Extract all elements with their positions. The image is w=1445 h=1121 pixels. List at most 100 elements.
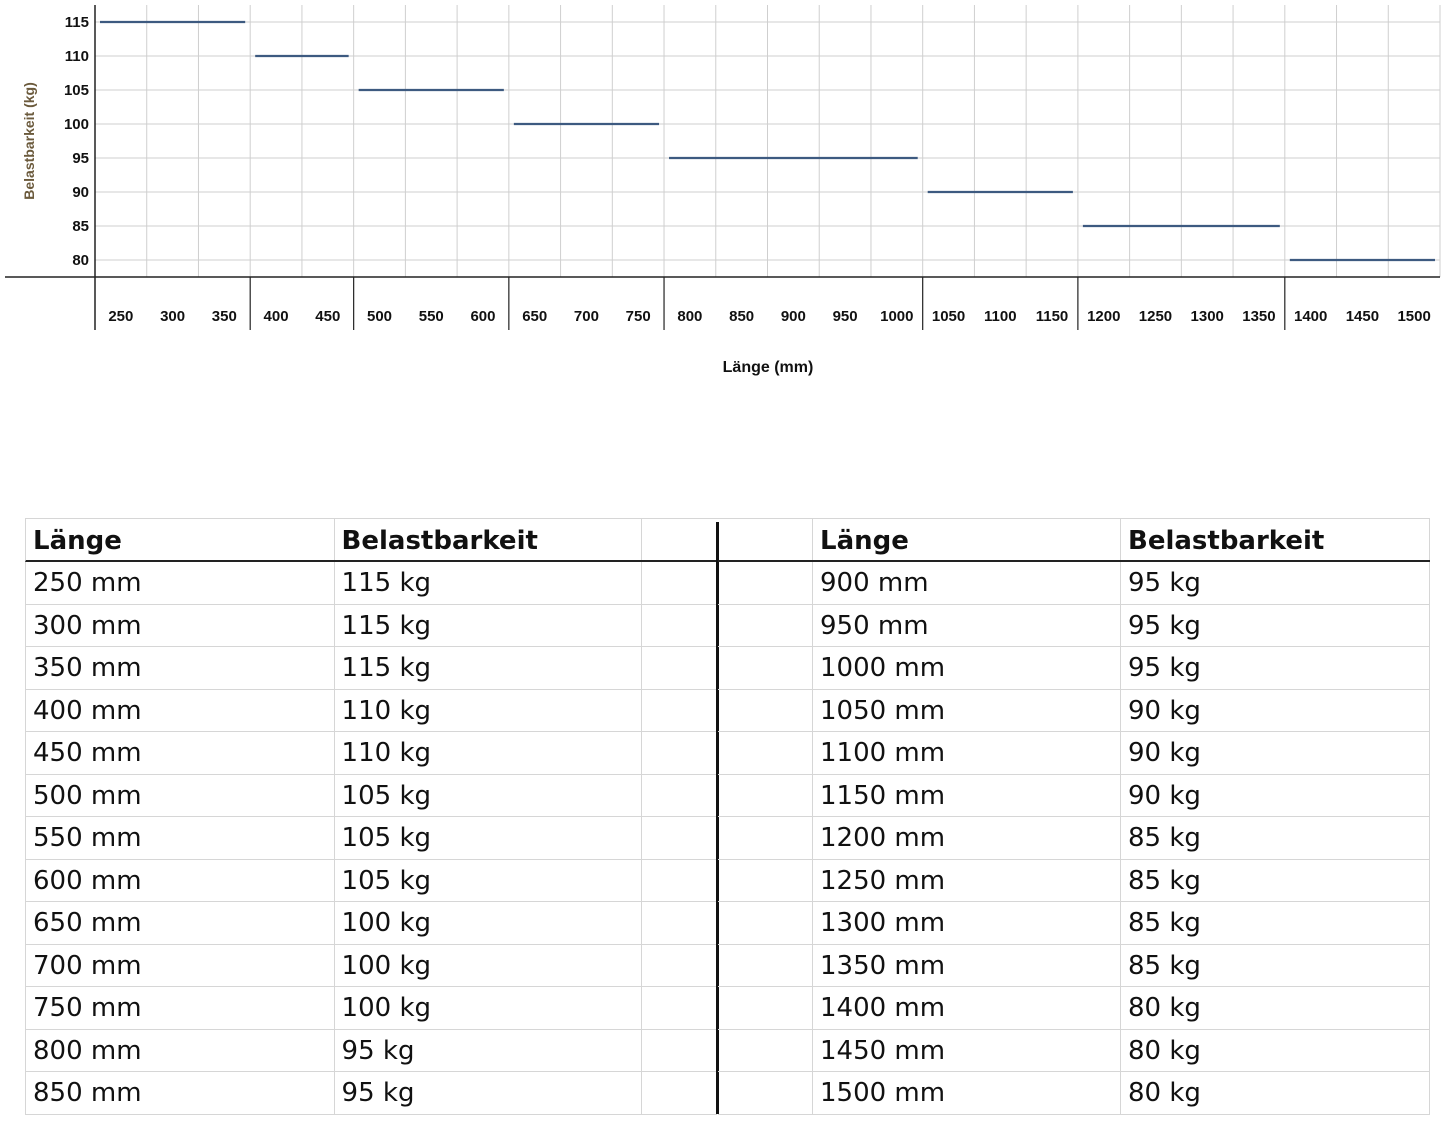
empty-cell — [642, 775, 717, 817]
length-cell: 1250 mm — [813, 859, 1121, 901]
length-cell: 450 mm — [26, 732, 335, 774]
table-row: 1450 mm 80 kg — [718, 1029, 1430, 1072]
x-tick-label: 300 — [160, 308, 185, 325]
table-row: 750 mm 100 kg — [25, 987, 717, 1030]
load-cell: 95 kg — [335, 1072, 643, 1114]
table-row: 850 mm 95 kg — [25, 1072, 717, 1115]
table-row: 1400 mm 80 kg — [718, 987, 1430, 1030]
length-cell: 1400 mm — [813, 987, 1121, 1029]
y-tick-label: 115 — [65, 14, 89, 31]
load-cell: 110 kg — [335, 689, 643, 731]
length-cell: 500 mm — [26, 774, 335, 816]
x-tick-label: 600 — [470, 308, 495, 325]
empty-cell — [718, 817, 813, 859]
load-cell: 85 kg — [1121, 902, 1430, 944]
load-cell: 100 kg — [335, 944, 643, 986]
table-row: 950 mm 95 kg — [718, 604, 1430, 647]
x-tick-label: 1050 — [932, 308, 965, 325]
header-empty-cell — [642, 518, 717, 560]
table-row: 1150 mm 90 kg — [718, 774, 1430, 817]
table-row: 700 mm 100 kg — [25, 944, 717, 987]
load-cell: 100 kg — [335, 987, 643, 1029]
load-cell: 80 kg — [1121, 1029, 1430, 1071]
empty-cell — [642, 987, 717, 1029]
length-cell: 1100 mm — [813, 732, 1121, 774]
load-cell: 85 kg — [1121, 859, 1430, 901]
x-tick-label: 1000 — [880, 308, 913, 325]
x-tick-label: 900 — [781, 308, 806, 325]
empty-cell — [718, 732, 813, 774]
load-cell: 100 kg — [335, 902, 643, 944]
load-cell: 105 kg — [335, 817, 643, 859]
table-row: 1100 mm 90 kg — [718, 732, 1430, 775]
x-tick-label: 1450 — [1346, 308, 1379, 325]
length-cell: 1300 mm — [813, 902, 1121, 944]
header-length: Länge — [26, 518, 335, 560]
x-tick-label: 950 — [833, 308, 858, 325]
load-cell: 95 kg — [1121, 604, 1430, 646]
load-cell: 115 kg — [335, 562, 643, 604]
empty-cell — [642, 1072, 717, 1114]
load-cell: 90 kg — [1121, 732, 1430, 774]
x-tick-label: 550 — [419, 308, 444, 325]
empty-cell — [718, 1029, 813, 1071]
table-row: 1300 mm 85 kg — [718, 902, 1430, 945]
y-tick-label: 80 — [72, 252, 89, 269]
x-tick-label: 350 — [212, 308, 237, 325]
table-row: 300 mm 115 kg — [25, 604, 717, 647]
load-cell: 95 kg — [335, 1029, 643, 1071]
table-row: 450 mm 110 kg — [25, 732, 717, 775]
table-row: 500 mm 105 kg — [25, 774, 717, 817]
empty-cell — [642, 562, 717, 604]
header-load: Belastbarkeit — [1121, 518, 1430, 560]
x-tick-label: 250 — [108, 308, 133, 325]
x-tick-label: 400 — [264, 308, 289, 325]
y-tick-label: 90 — [72, 184, 89, 201]
table-left: Länge Belastbarkeit 250 mm 115 kg 300 mm 11… — [25, 518, 717, 1115]
empty-cell — [642, 945, 717, 987]
length-cell: 600 mm — [26, 859, 335, 901]
empty-cell — [718, 987, 813, 1029]
length-cell: 1050 mm — [813, 689, 1121, 731]
load-cell: 105 kg — [335, 774, 643, 816]
table-row: 600 mm 105 kg — [25, 859, 717, 902]
length-cell: 300 mm — [26, 604, 335, 646]
x-axis-title: Länge (mm) — [723, 359, 814, 376]
x-tick-label: 1400 — [1294, 308, 1327, 325]
table-row: 1350 mm 85 kg — [718, 944, 1430, 987]
load-cell: 115 kg — [335, 647, 643, 689]
table-row: 400 mm 110 kg — [25, 689, 717, 732]
table-frame — [25, 518, 1430, 519]
empty-cell — [718, 944, 813, 986]
table-right: Länge Belastbarkeit 900 mm 95 kg 950 mm 95 … — [718, 518, 1430, 1115]
table-row: 900 mm 95 kg — [718, 562, 1430, 605]
length-cell: 1000 mm — [813, 647, 1121, 689]
table-row: 550 mm 105 kg — [25, 817, 717, 860]
length-cell: 400 mm — [26, 689, 335, 731]
length-cell: 1450 mm — [813, 1029, 1121, 1071]
y-tick-label: 85 — [72, 218, 89, 235]
table-right-body: 900 mm 95 kg 950 mm 95 kg 1000 mm 95 kg 1050 m… — [718, 562, 1430, 1115]
length-cell: 650 mm — [26, 902, 335, 944]
x-tick-label: 1350 — [1242, 308, 1275, 325]
length-cell: 950 mm — [813, 604, 1121, 646]
table-row: 800 mm 95 kg — [25, 1029, 717, 1072]
table-divider — [716, 522, 719, 1114]
empty-cell — [642, 605, 717, 647]
table-left-body: 250 mm 115 kg 300 mm 115 kg 350 mm 115 kg 400 … — [25, 562, 717, 1115]
header-length: Länge — [813, 518, 1121, 560]
table-row: 250 mm 115 kg — [25, 562, 717, 605]
length-cell: 700 mm — [26, 944, 335, 986]
empty-cell — [718, 1072, 813, 1114]
load-cell: 110 kg — [335, 732, 643, 774]
empty-cell — [642, 902, 717, 944]
y-tick-label: 95 — [72, 150, 89, 167]
x-tick-label: 850 — [729, 308, 754, 325]
load-cell: 95 kg — [1121, 562, 1430, 604]
empty-cell — [718, 647, 813, 689]
empty-cell — [718, 859, 813, 901]
table-header-row: Länge Belastbarkeit — [25, 518, 717, 562]
length-cell: 850 mm — [26, 1072, 335, 1114]
table-row: 1050 mm 90 kg — [718, 689, 1430, 732]
x-tick-label: 750 — [626, 308, 651, 325]
